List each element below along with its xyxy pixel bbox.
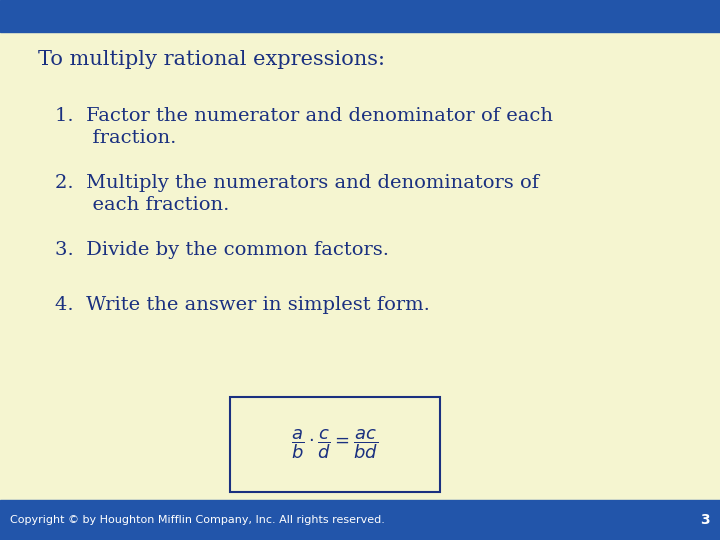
Text: $\dfrac{a}{b} \cdot \dfrac{c}{d} = \dfrac{ac}{bd}$: $\dfrac{a}{b} \cdot \dfrac{c}{d} = \dfra… xyxy=(292,427,379,461)
Text: 3: 3 xyxy=(701,513,710,526)
Text: 2.  Multiply the numerators and denominators of: 2. Multiply the numerators and denominat… xyxy=(55,174,539,192)
Text: 1.  Factor the numerator and denominator of each: 1. Factor the numerator and denominator … xyxy=(55,107,553,125)
Bar xyxy=(0,500,720,540)
Text: fraction.: fraction. xyxy=(55,130,176,147)
Text: 3.  Divide by the common factors.: 3. Divide by the common factors. xyxy=(55,241,389,259)
Bar xyxy=(0,0,720,32)
Bar xyxy=(230,396,440,491)
Text: 4.  Write the answer in simplest form.: 4. Write the answer in simplest form. xyxy=(55,296,430,314)
Text: Copyright © by Houghton Mifflin Company, Inc. All rights reserved.: Copyright © by Houghton Mifflin Company,… xyxy=(10,515,385,525)
Text: each fraction.: each fraction. xyxy=(55,197,230,214)
Text: To multiply rational expressions:: To multiply rational expressions: xyxy=(38,50,385,70)
